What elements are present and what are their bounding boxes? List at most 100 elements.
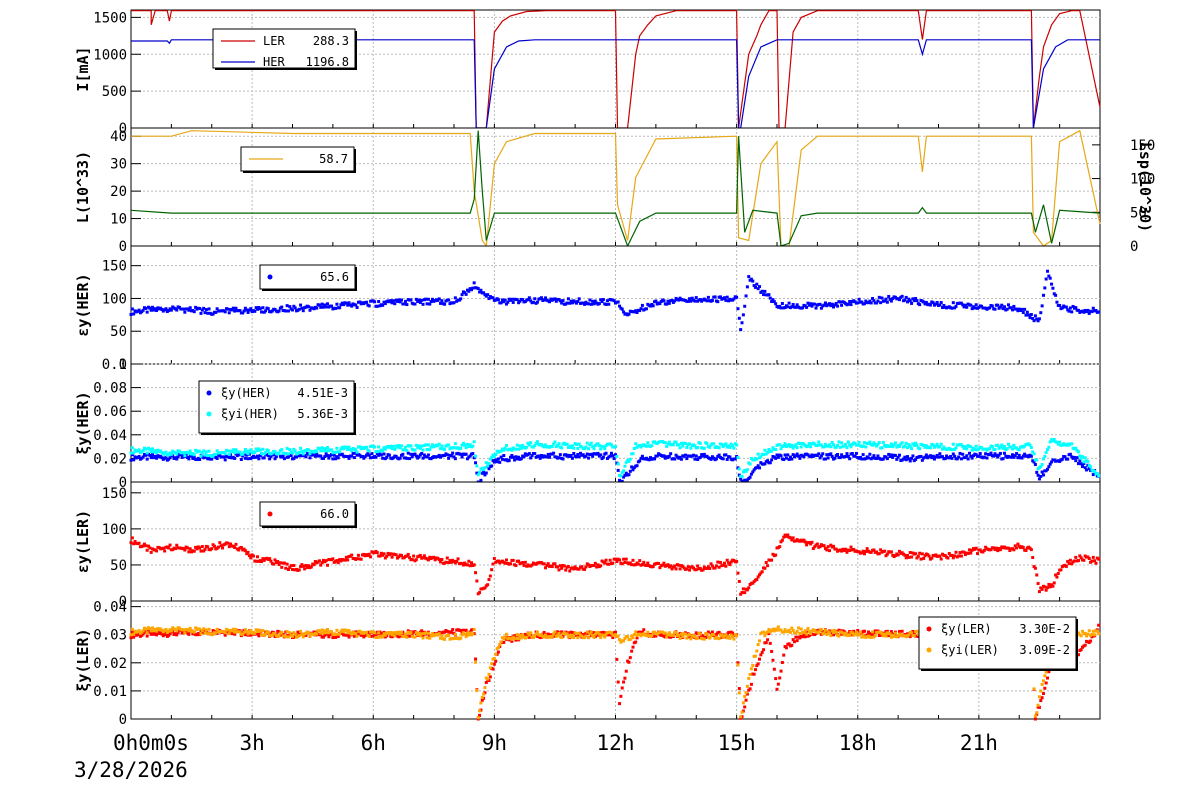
data-point	[1081, 629, 1085, 633]
data-point	[873, 634, 877, 638]
data-point	[383, 447, 387, 451]
data-point	[791, 446, 795, 450]
data-point	[478, 471, 482, 475]
data-point	[557, 568, 561, 572]
y-tick-label: 50	[110, 324, 127, 340]
data-point	[468, 564, 472, 568]
data-point	[245, 629, 249, 633]
data-point	[915, 556, 919, 560]
data-point	[569, 299, 573, 303]
data-point	[609, 451, 613, 455]
data-point	[596, 630, 600, 634]
data-point	[825, 453, 829, 457]
data-point	[872, 635, 876, 639]
data-point	[192, 549, 196, 553]
data-point	[1070, 310, 1074, 314]
data-point	[479, 288, 483, 292]
data-point	[860, 300, 864, 304]
data-point	[764, 560, 768, 564]
data-point	[727, 561, 731, 565]
data-point	[430, 632, 434, 636]
data-point	[954, 446, 958, 450]
data-point	[589, 302, 593, 306]
data-point	[243, 549, 247, 553]
data-point	[683, 453, 687, 457]
data-point	[1074, 555, 1078, 559]
data-point	[405, 554, 409, 558]
data-point	[662, 454, 666, 458]
data-point	[615, 454, 619, 458]
data-point	[736, 455, 740, 459]
data-point	[630, 465, 634, 469]
data-point	[518, 299, 522, 303]
data-point	[694, 296, 698, 300]
data-point	[241, 452, 245, 456]
data-point	[460, 293, 464, 297]
data-point	[779, 454, 783, 458]
data-point	[1068, 558, 1072, 562]
data-point	[778, 545, 782, 549]
data-point	[200, 308, 204, 312]
data-point	[744, 479, 748, 483]
data-point	[261, 447, 265, 451]
data-point	[478, 591, 482, 595]
data-point	[515, 298, 519, 302]
data-point	[200, 545, 204, 549]
y2-tick-label: 50	[1130, 205, 1147, 221]
data-point	[1037, 590, 1041, 594]
data-point	[844, 442, 848, 446]
data-point	[888, 632, 892, 636]
data-point	[344, 301, 348, 305]
data-point	[993, 448, 997, 452]
data-point	[363, 633, 367, 637]
data-point	[748, 462, 752, 466]
data-point	[1082, 558, 1086, 562]
data-point	[375, 450, 379, 454]
data-point	[941, 447, 945, 451]
legend-value: 58.7	[319, 152, 348, 166]
data-point	[767, 293, 771, 297]
data-point	[727, 635, 731, 639]
data-point	[996, 455, 1000, 459]
data-point	[557, 631, 561, 635]
data-point	[1028, 316, 1032, 320]
data-point	[688, 633, 692, 637]
data-point	[504, 558, 508, 562]
data-point	[487, 297, 491, 301]
data-point	[552, 451, 556, 455]
data-point	[496, 298, 500, 302]
data-point	[584, 445, 588, 449]
data-point	[492, 662, 496, 666]
data-point	[554, 299, 558, 303]
data-point	[572, 451, 576, 455]
data-point	[819, 627, 823, 631]
legend-box	[259, 264, 356, 290]
data-point	[1012, 455, 1016, 459]
data-point	[840, 549, 844, 553]
data-point	[276, 560, 280, 564]
data-point	[284, 635, 288, 639]
data-point	[292, 563, 296, 567]
data-point	[786, 453, 790, 457]
data-point	[465, 457, 469, 461]
data-point	[365, 453, 369, 457]
data-point	[910, 301, 914, 305]
data-point	[448, 559, 452, 563]
data-point	[261, 306, 265, 310]
data-point	[1028, 443, 1032, 447]
data-point	[552, 632, 556, 636]
y-tick-label: 0.01	[93, 684, 127, 700]
data-point	[285, 562, 289, 566]
data-point	[379, 453, 383, 457]
data-point	[398, 300, 402, 304]
data-point	[620, 479, 624, 483]
data-point	[753, 668, 757, 672]
data-point	[858, 630, 862, 634]
data-point	[323, 455, 327, 459]
data-point	[646, 561, 650, 565]
data-point	[346, 558, 350, 562]
data-point	[1074, 446, 1078, 450]
data-point	[704, 636, 708, 640]
data-point	[805, 632, 809, 636]
data-point	[163, 549, 167, 553]
